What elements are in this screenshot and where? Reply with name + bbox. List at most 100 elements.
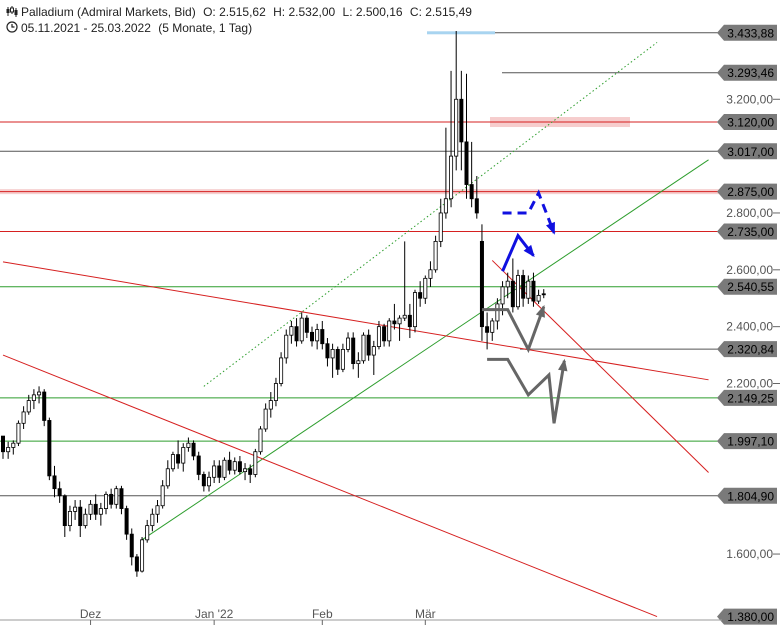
y-tick-label: 2.400,00 xyxy=(726,320,773,334)
candle-body xyxy=(232,461,237,471)
candle-body xyxy=(206,476,211,487)
candle-body xyxy=(273,383,278,401)
candle-body xyxy=(62,495,67,527)
candle-body xyxy=(129,533,134,558)
projection-path xyxy=(502,189,556,234)
candle-body xyxy=(253,451,258,475)
high-marker-zone xyxy=(427,31,495,35)
candle-body xyxy=(181,447,186,464)
candle-body xyxy=(356,360,361,365)
candle-body xyxy=(31,394,36,401)
candle-body xyxy=(186,442,191,448)
candle-body xyxy=(222,459,227,478)
channel-line xyxy=(203,42,658,387)
price-label-text: 3.017,00 xyxy=(727,145,774,159)
candle-body xyxy=(263,408,268,430)
candle-body xyxy=(320,329,325,345)
candle-body xyxy=(237,461,242,473)
candle-body xyxy=(16,422,21,444)
candle-body xyxy=(418,292,423,299)
candle-body xyxy=(485,326,490,333)
price-label-text: 1.380,00 xyxy=(727,610,774,624)
candle-body xyxy=(382,326,387,342)
candle-body xyxy=(294,326,299,342)
open-value: O: 2.515,62 xyxy=(203,5,266,19)
price-label-text: 2.735,00 xyxy=(727,225,774,239)
price-label-box xyxy=(717,487,777,504)
projection-arrowhead xyxy=(558,358,568,372)
candle-body xyxy=(304,317,309,333)
candle-body xyxy=(248,468,253,475)
y-tick-label: 1.600,00 xyxy=(726,547,773,561)
x-tick-label: Jan '22 xyxy=(195,607,234,621)
candle-body xyxy=(479,240,484,328)
price-label-text: 3.293,46 xyxy=(727,66,774,80)
candle-body xyxy=(26,400,31,413)
candle-body xyxy=(145,525,150,541)
candle-body xyxy=(119,488,124,509)
price-label-text: 3.120,00 xyxy=(727,116,774,130)
candle-body xyxy=(474,198,479,214)
price-label-box xyxy=(717,114,777,131)
candle-body xyxy=(196,455,201,475)
candle-body xyxy=(464,141,469,185)
price-label-text: 1.804,90 xyxy=(727,489,774,503)
y-tick-label: 2.200,00 xyxy=(726,377,773,391)
projection-arrowhead xyxy=(523,244,535,258)
candle-body xyxy=(407,314,412,328)
candle-body xyxy=(330,348,335,359)
instrument-row: Palladium (Admiral Markets, Bid) O: 2.51… xyxy=(6,5,472,19)
y-tick-label: 3.200,00 xyxy=(726,92,773,106)
candle-body xyxy=(134,556,139,572)
candle-body xyxy=(428,269,433,279)
candle-body xyxy=(284,334,289,359)
candle-body xyxy=(335,348,340,370)
bar-chart-icon xyxy=(6,6,18,17)
price-label-box xyxy=(717,24,777,41)
price-label-box xyxy=(717,64,777,81)
projection-path xyxy=(481,306,546,354)
candle-body xyxy=(150,513,155,527)
candle-body xyxy=(490,320,495,333)
price-label-text: 2.320,84 xyxy=(727,343,774,357)
trend-line xyxy=(2,261,709,381)
candle-body xyxy=(124,508,129,535)
high-value: H: 2.532,00 xyxy=(273,5,336,19)
candle-body xyxy=(516,275,521,308)
candle-body xyxy=(500,286,505,305)
price-label-box xyxy=(717,223,777,240)
candle-body xyxy=(279,357,284,384)
candle-body xyxy=(88,503,93,515)
candle-body xyxy=(541,293,546,296)
trend-line xyxy=(2,354,658,618)
candle-body xyxy=(47,420,52,477)
candle-body xyxy=(170,454,175,470)
period-row: 05.11.2021 - 25.03.2022 (5 Monate, 1 Tag… xyxy=(6,21,252,35)
candle-body xyxy=(325,343,330,359)
x-tick-label: Dez xyxy=(80,607,101,621)
candle-body xyxy=(93,503,98,515)
candle-body xyxy=(289,326,294,336)
candle-body xyxy=(433,240,438,271)
candle-body xyxy=(67,511,72,527)
candle-body xyxy=(109,493,114,505)
projection-path xyxy=(487,357,566,424)
candle-body xyxy=(98,508,103,515)
date-range: 05.11.2021 - 25.03.2022 xyxy=(21,21,151,35)
candle-body xyxy=(521,275,526,299)
clock-icon xyxy=(6,21,18,33)
candle-body xyxy=(165,468,170,487)
candle-body xyxy=(6,447,11,453)
candle-body xyxy=(376,326,381,347)
candle-body xyxy=(443,198,448,214)
candle-body xyxy=(217,465,222,478)
candle-body xyxy=(299,317,304,342)
period-info: (5 Monate, 1 Tag) xyxy=(158,21,253,35)
close-value: C: 2.515,49 xyxy=(409,5,472,19)
candle-body xyxy=(104,493,109,509)
candle-body xyxy=(212,465,217,478)
x-tick-label: Mär xyxy=(415,607,436,621)
trend-line xyxy=(141,159,709,541)
candle-body xyxy=(402,314,407,319)
